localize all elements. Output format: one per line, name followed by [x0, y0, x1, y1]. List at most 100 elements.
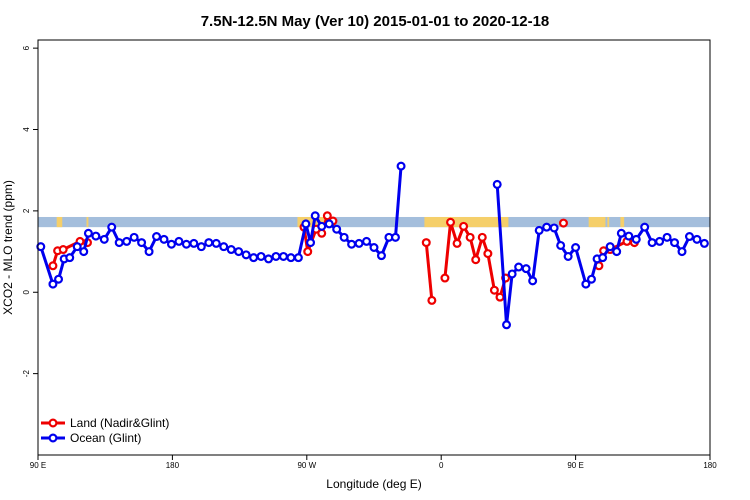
ocean-data-point: [631, 234, 641, 244]
ocean-data-point: [189, 238, 199, 248]
ocean-data-point: [354, 238, 364, 248]
ocean-data-point: [256, 251, 266, 261]
ocean-data-point: [647, 238, 657, 248]
ocean-data-point: [286, 253, 296, 263]
y-tick-label: 4: [22, 127, 31, 132]
ocean-data-point: [99, 234, 109, 244]
ocean-data-point: [324, 219, 334, 229]
ocean-data-point: [521, 264, 531, 274]
land-data-point: [58, 245, 68, 255]
ocean-data-point: [528, 276, 538, 286]
ocean-data-point: [278, 251, 288, 261]
land-mask-patch: [56, 216, 63, 228]
ocean-data-point: [196, 242, 206, 252]
ocean-data-point: [301, 219, 311, 229]
ocean-data-point: [376, 251, 386, 261]
y-tick-label: -2: [22, 370, 31, 378]
ocean-data-point: [605, 242, 615, 252]
legend-ocean-marker: [48, 433, 58, 443]
ocean-data-point: [549, 223, 559, 233]
ocean-data-point: [670, 238, 680, 248]
ocean-data-point: [310, 211, 320, 221]
ocean-data-point: [492, 179, 502, 189]
x-axis-label: Longitude (deg E): [326, 477, 421, 491]
ocean-data-point: [65, 253, 75, 263]
land-data-point: [322, 211, 332, 221]
land-data-point: [459, 221, 469, 231]
ocean-data-point: [181, 239, 191, 249]
ocean-data-point: [36, 242, 46, 252]
ocean-data-point: [114, 238, 124, 248]
reference-band: [38, 216, 710, 228]
x-tick-label: 90 E: [30, 461, 46, 470]
ocean-data-point: [347, 239, 357, 249]
plot-area: [36, 161, 710, 330]
land-mask-patch: [607, 216, 610, 228]
x-tick-label: 180: [703, 461, 717, 470]
ocean-data-point: [677, 247, 687, 257]
y-tick-label: 6: [22, 45, 31, 50]
ocean-data-point: [612, 247, 622, 257]
ocean-data-point: [317, 221, 327, 231]
ocean-data-point: [598, 253, 608, 263]
ocean-data-point: [362, 236, 372, 246]
y-tick-label: 2: [22, 208, 31, 213]
land-mask-patch: [297, 216, 335, 228]
land-data-point: [489, 285, 499, 295]
y-axis-label: XCO2 - MLO trend (ppm): [1, 180, 15, 315]
ocean-data-point: [369, 243, 379, 253]
land-data-point: [477, 232, 487, 242]
ocean-data-point: [534, 225, 544, 235]
land-data-point: [303, 247, 313, 257]
x-tick-label: 180: [166, 461, 180, 470]
legend-land-marker: [48, 418, 58, 428]
ocean-data-point: [122, 236, 132, 246]
ocean-data-point: [571, 243, 581, 253]
ocean-data-point: [48, 279, 58, 289]
land-mask-patch: [620, 216, 625, 228]
ocean-data-point: [586, 274, 596, 284]
land-series-line: [424, 242, 434, 301]
ocean-data-point: [271, 251, 281, 261]
land-mask-patch: [86, 216, 89, 228]
land-data-point: [446, 217, 456, 227]
ocean-data-point: [502, 320, 512, 330]
land-data-point: [495, 292, 505, 302]
ocean-data-point: [107, 222, 117, 232]
ocean-data-point: [692, 234, 702, 244]
ocean-data-point: [159, 234, 169, 244]
ocean-data-point: [219, 242, 229, 252]
ocean-data-point: [624, 231, 634, 241]
ocean-data-point: [514, 262, 524, 272]
ocean-data-point: [137, 238, 147, 248]
ocean-data-point: [662, 232, 672, 242]
legend: Land (Nadir&Glint)Ocean (Glint): [41, 416, 169, 445]
plot-frame: [37, 39, 711, 456]
ocean-data-point: [83, 228, 93, 238]
land-data-point: [483, 249, 493, 259]
ocean-data-point: [332, 224, 342, 234]
ocean-data-point: [563, 251, 573, 261]
ocean-data-point: [204, 238, 214, 248]
x-tick-label: 0: [439, 461, 444, 470]
ocean-data-point: [152, 232, 162, 242]
chart-title: 7.5N-12.5N May (Ver 10) 2015-01-01 to 20…: [201, 13, 550, 30]
land-mask-patch: [588, 216, 606, 228]
ocean-data-point: [129, 232, 139, 242]
ocean-data-point: [234, 247, 244, 257]
legend-ocean-label: Ocean (Glint): [70, 431, 141, 445]
ocean-data-point: [174, 236, 184, 246]
ocean-data-point: [581, 279, 591, 289]
land-data-point: [558, 218, 568, 228]
ocean-data-point: [616, 228, 626, 238]
ocean-data-point: [390, 232, 400, 242]
land-data-point: [421, 238, 431, 248]
legend-land-label: Land (Nadir&Glint): [70, 416, 169, 430]
ocean-data-point: [507, 269, 517, 279]
ocean-data-point: [54, 274, 64, 284]
ocean-data-point: [306, 238, 316, 248]
land-data-point: [427, 295, 437, 305]
land-data-point: [440, 273, 450, 283]
ocean-data-point: [699, 238, 709, 248]
